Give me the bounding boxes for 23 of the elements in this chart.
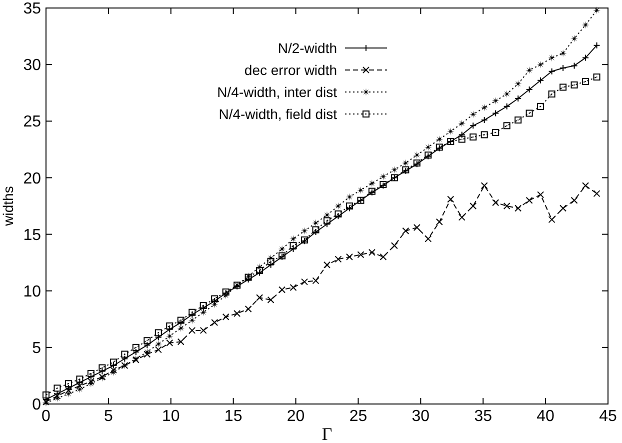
y-tick-label: 30 (23, 57, 42, 74)
x-tick-label: 40 (536, 408, 555, 425)
y-tick-label: 35 (23, 0, 42, 18)
y-tick-label: 15 (23, 226, 42, 244)
x-tick-label: 30 (412, 408, 430, 425)
legend-label: dec error width (244, 62, 337, 78)
x-tick-label: 15 (224, 408, 242, 425)
x-axis-title: Γ (322, 424, 332, 443)
legend-label: N/4-width, inter dist (217, 84, 338, 100)
y-tick-label: 10 (23, 283, 42, 300)
y-tick-label: 25 (23, 114, 42, 131)
x-tick-label: 20 (286, 408, 305, 425)
x-tick-label: 5 (104, 408, 113, 425)
x-tick-label: 35 (474, 408, 492, 425)
y-tick-label: 0 (32, 396, 42, 414)
x-tick-label: 25 (349, 408, 368, 425)
legend-label: N/4-width, field dist (218, 106, 338, 122)
y-tick-label: 5 (32, 340, 42, 358)
x-tick-label: 10 (162, 408, 180, 425)
x-tick-label: 45 (599, 408, 617, 425)
y-axis-title: widths (0, 186, 16, 227)
legend-label: N/2-width (278, 40, 337, 56)
y-tick-label: 20 (23, 170, 42, 188)
